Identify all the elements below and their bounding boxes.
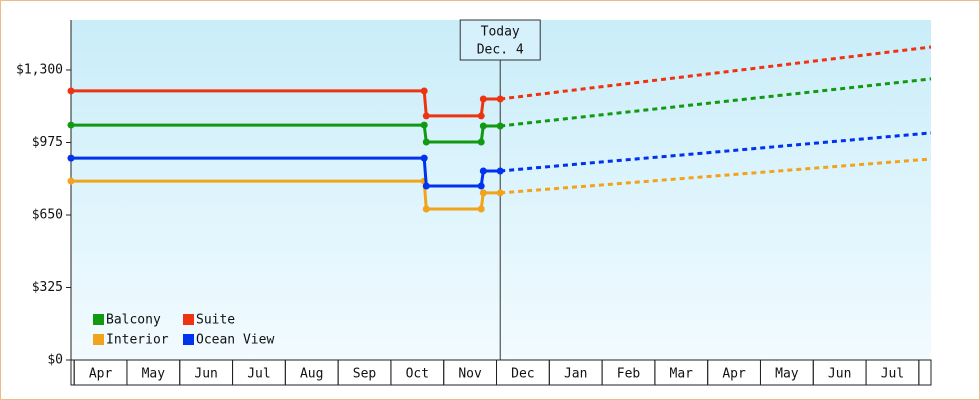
price-dot xyxy=(420,87,428,95)
price-dot xyxy=(496,122,504,130)
price-dot xyxy=(479,189,487,197)
price-dot xyxy=(67,154,75,162)
price-dot xyxy=(67,177,75,185)
price-dot xyxy=(477,205,485,213)
price-dot xyxy=(477,112,485,120)
legend-swatch xyxy=(93,334,104,345)
legend-label: Ocean View xyxy=(196,333,274,348)
legend-swatch xyxy=(93,314,104,325)
forecast-line xyxy=(500,131,932,173)
price-dot xyxy=(420,121,428,129)
price-dot xyxy=(496,95,504,103)
x-tick-label: Aug xyxy=(300,367,323,382)
x-tick-label: Mar xyxy=(670,367,694,382)
x-tick-label: Jun xyxy=(828,367,851,382)
x-tick-label: Jul xyxy=(881,367,904,382)
price-dot xyxy=(477,138,485,146)
price-dot xyxy=(477,182,485,190)
price-dot xyxy=(422,112,430,120)
x-tick-label: Apr xyxy=(722,367,746,382)
y-tick-label: $325 xyxy=(32,280,63,295)
x-tick-label: May xyxy=(775,367,799,382)
forecast-line xyxy=(500,157,932,195)
price-dot xyxy=(496,189,504,197)
y-tick-label: $650 xyxy=(32,207,63,222)
price-dot xyxy=(479,167,487,175)
price-dot xyxy=(420,154,428,162)
forecast-line xyxy=(500,45,932,101)
legend-label: Interior xyxy=(106,333,169,348)
x-tick-label: May xyxy=(142,367,166,382)
x-tick-label: Sep xyxy=(353,367,377,382)
today-label: Dec. 4 xyxy=(477,43,524,58)
y-tick-label: $975 xyxy=(32,135,63,150)
legend-label: Balcony xyxy=(106,313,161,328)
y-tick-label: $0 xyxy=(47,353,63,368)
legend-swatch xyxy=(183,314,194,325)
x-tick-label: Oct xyxy=(406,367,429,382)
today-label: Today xyxy=(481,25,520,40)
price-dot xyxy=(479,95,487,103)
price-dot xyxy=(67,121,75,129)
price-dot xyxy=(67,87,75,95)
x-tick-label: Nov xyxy=(458,367,482,382)
price-dot xyxy=(422,138,430,146)
x-tick-label: Jan xyxy=(564,367,587,382)
x-tick-label: Apr xyxy=(89,367,113,382)
price-dot xyxy=(479,122,487,130)
x-tick-label: Dec xyxy=(511,367,534,382)
price-dot xyxy=(422,205,430,213)
forecast-line xyxy=(500,77,932,128)
legend-label: Suite xyxy=(196,313,235,328)
x-tick-label: Feb xyxy=(617,367,641,382)
y-tick-label: $1,300 xyxy=(16,62,63,77)
x-tick-label: Jun xyxy=(194,367,217,382)
legend-swatch xyxy=(183,334,194,345)
price-dot xyxy=(496,167,504,175)
x-tick-label: Jul xyxy=(247,367,270,382)
today-box xyxy=(459,19,541,61)
price-dot xyxy=(422,182,430,190)
